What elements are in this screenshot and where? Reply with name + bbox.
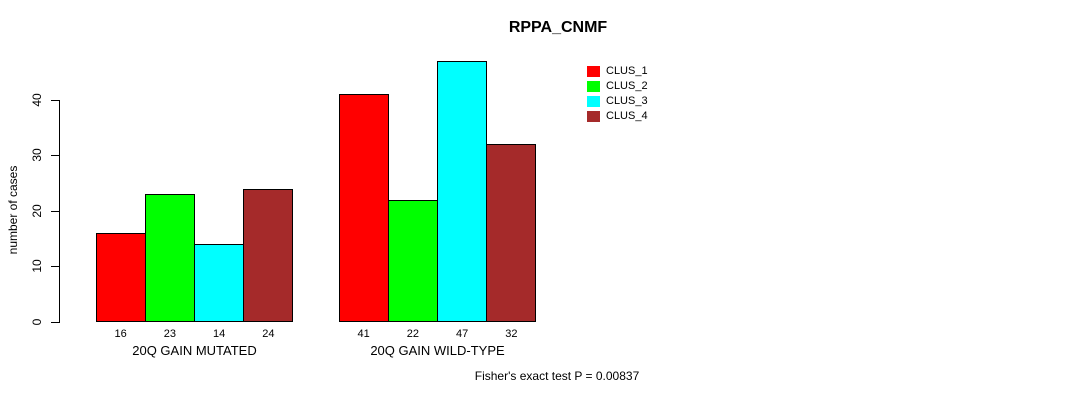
y-axis-tick-label: 40 (30, 92, 44, 107)
bar-values-row: 41 22 47 32 (339, 328, 536, 340)
y-axis-tick (51, 155, 59, 157)
y-axis-tick-label: 10 (30, 259, 44, 274)
legend-swatch-icon (587, 95, 600, 107)
bar-clus_4-group1 (243, 189, 293, 322)
legend-label: CLUS_2 (606, 80, 648, 92)
y-axis-tick-label: 0 (30, 318, 44, 326)
category-label: 20Q GAIN WILD-TYPE (370, 343, 505, 358)
y-axis-line (59, 99, 60, 323)
bar-clus_3-group2 (437, 61, 487, 322)
bars-row (339, 0, 536, 322)
y-axis-tick (51, 99, 59, 101)
bar-clus_4-group2 (486, 144, 536, 322)
bar-value-label: 14 (213, 328, 226, 340)
y-axis-tick (51, 322, 59, 323)
bar-clus_2-group1 (145, 194, 195, 322)
legend-swatch-icon (587, 110, 600, 122)
bar-clus_1-group2 (339, 94, 389, 322)
bars-row (96, 0, 293, 322)
bar-value-label: 24 (262, 328, 275, 340)
legend-item-clus_1: CLUS_1 (587, 64, 648, 78)
bar-value-label: 22 (406, 328, 419, 340)
legend-item-clus_4: CLUS_4 (587, 109, 648, 123)
y-axis-tick-label: 20 (30, 204, 44, 218)
y-axis-tick (51, 266, 59, 268)
y-axis-tick-label: 30 (30, 148, 44, 162)
bar-value-label: 23 (163, 328, 176, 340)
bar-clus_3-group1 (194, 244, 244, 322)
bar-group: 16 23 14 24 20Q GAIN MUTATED (96, 0, 293, 400)
y-axis-tick (51, 210, 59, 212)
bar-value-label: 16 (114, 328, 127, 340)
bar-value-label: 47 (456, 328, 469, 340)
legend: CLUS_1 CLUS_2 CLUS_3 CLUS_4 (587, 64, 648, 124)
legend-item-clus_2: CLUS_2 (587, 79, 648, 93)
bar-values-row: 16 23 14 24 (96, 328, 293, 340)
legend-swatch-icon (587, 65, 600, 77)
footnote: Fisher's exact test P = 0.00837 (474, 369, 640, 383)
legend-swatch-icon (587, 80, 600, 92)
bar-value-label: 41 (357, 328, 370, 340)
legend-item-clus_3: CLUS_3 (587, 94, 648, 108)
legend-label: CLUS_4 (606, 110, 648, 122)
legend-label: CLUS_3 (606, 95, 648, 107)
chart-title: RPPA_CNMF (508, 19, 608, 36)
bar-value-label: 32 (505, 328, 518, 340)
category-label: 20Q GAIN MUTATED (132, 343, 257, 358)
y-axis-label: number of cases (6, 165, 20, 255)
legend-label: CLUS_1 (606, 65, 648, 77)
bar-clus_2-group2 (388, 200, 438, 322)
bar-group: 41 22 47 32 20Q GAIN WILD-TYPE (339, 0, 536, 400)
bar-clus_1-group1 (96, 233, 146, 322)
